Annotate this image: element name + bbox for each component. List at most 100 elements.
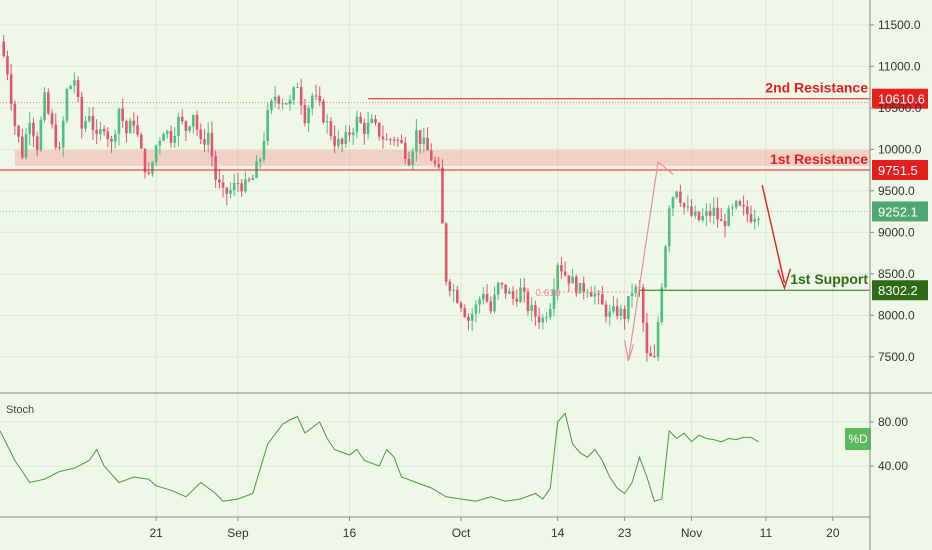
candle bbox=[433, 160, 437, 165]
candle bbox=[9, 74, 13, 104]
level-name: 2nd Resistance bbox=[765, 80, 868, 96]
candle bbox=[444, 223, 448, 282]
candle bbox=[556, 265, 559, 290]
candle bbox=[560, 265, 563, 272]
candle bbox=[73, 80, 76, 86]
annotations: 0.618 bbox=[535, 161, 792, 362]
time-tick-label: 20 bbox=[826, 526, 840, 540]
stoch-tick-label: 40.00 bbox=[878, 459, 908, 473]
candle bbox=[329, 121, 333, 137]
candle bbox=[296, 87, 299, 89]
candle bbox=[121, 108, 124, 121]
candle bbox=[188, 126, 191, 131]
candle bbox=[463, 308, 467, 317]
candle bbox=[753, 219, 757, 222]
candle bbox=[571, 276, 574, 284]
candle bbox=[180, 116, 184, 122]
candle bbox=[166, 130, 169, 135]
candle bbox=[370, 119, 374, 123]
time-tick-label: Oct bbox=[452, 526, 471, 540]
stoch-d-line bbox=[0, 412, 759, 502]
level-name: 1st Resistance bbox=[770, 151, 868, 167]
candle bbox=[355, 116, 359, 133]
stoch-pane bbox=[0, 412, 870, 502]
candle bbox=[218, 179, 221, 183]
forecast-arrow bbox=[761, 184, 786, 284]
level-price-label: 9751.5 bbox=[878, 163, 918, 178]
candle bbox=[236, 182, 240, 184]
candle bbox=[177, 116, 180, 136]
candle bbox=[281, 103, 284, 105]
candle bbox=[277, 96, 281, 104]
candle bbox=[604, 304, 608, 317]
candle bbox=[139, 134, 143, 149]
candle bbox=[251, 177, 255, 180]
time-axis[interactable]: 21 Sep 16 Oct 14 23 Nov 11 20 bbox=[149, 517, 840, 540]
candle bbox=[39, 119, 43, 150]
candle bbox=[258, 159, 262, 162]
candle bbox=[351, 132, 355, 136]
time-tick-label: 21 bbox=[149, 526, 163, 540]
candle bbox=[649, 353, 652, 357]
candle bbox=[381, 136, 385, 140]
candle bbox=[615, 306, 619, 317]
time-tick-label: 14 bbox=[551, 526, 565, 540]
candle bbox=[742, 205, 745, 207]
candle bbox=[504, 284, 507, 294]
candle bbox=[24, 133, 28, 158]
candle bbox=[589, 291, 593, 297]
projection-line bbox=[657, 161, 674, 175]
stoch-axis[interactable]: 80.00 40.00 bbox=[870, 415, 908, 473]
candle bbox=[437, 164, 441, 168]
candle bbox=[545, 317, 548, 319]
candle bbox=[132, 120, 136, 126]
candle bbox=[344, 132, 348, 144]
candle bbox=[415, 130, 418, 152]
candle bbox=[400, 140, 403, 143]
price-tick-label: 7500.0 bbox=[878, 350, 915, 364]
candle bbox=[318, 95, 322, 102]
candle bbox=[192, 114, 195, 127]
level-price-label: 10610.6 bbox=[878, 92, 925, 107]
candle bbox=[664, 246, 667, 288]
candles bbox=[2, 34, 760, 362]
candle bbox=[693, 211, 697, 216]
candle bbox=[411, 151, 414, 166]
candle bbox=[154, 145, 158, 162]
time-tick-label: Nov bbox=[681, 526, 702, 540]
candle bbox=[552, 289, 556, 309]
candle bbox=[619, 308, 623, 317]
candle bbox=[474, 304, 478, 314]
candle bbox=[58, 147, 61, 149]
candle bbox=[426, 137, 429, 151]
candle bbox=[366, 122, 370, 134]
candle bbox=[482, 294, 485, 300]
candle bbox=[54, 124, 58, 148]
price-axis[interactable]: 11500.0 11000.0 10500.0 10000.0 9500.0 9000.0… bbox=[870, 18, 922, 364]
candle bbox=[340, 138, 344, 144]
candle bbox=[21, 136, 24, 158]
candle bbox=[162, 134, 165, 141]
candle bbox=[396, 139, 400, 141]
candle bbox=[601, 294, 604, 305]
candle bbox=[13, 103, 17, 126]
candle bbox=[496, 282, 500, 295]
candle bbox=[136, 125, 139, 135]
candle bbox=[147, 172, 151, 174]
candle bbox=[407, 158, 411, 166]
candle bbox=[206, 132, 210, 145]
candle bbox=[6, 56, 9, 75]
candle bbox=[2, 41, 6, 57]
candle bbox=[634, 286, 638, 294]
stoch-legend: %D bbox=[848, 432, 868, 446]
candle bbox=[578, 282, 582, 294]
candle bbox=[43, 92, 46, 120]
candle bbox=[69, 85, 72, 89]
candle bbox=[623, 308, 626, 320]
candle bbox=[627, 296, 630, 320]
candle bbox=[377, 122, 381, 137]
candle bbox=[311, 95, 314, 109]
candle bbox=[645, 322, 649, 354]
